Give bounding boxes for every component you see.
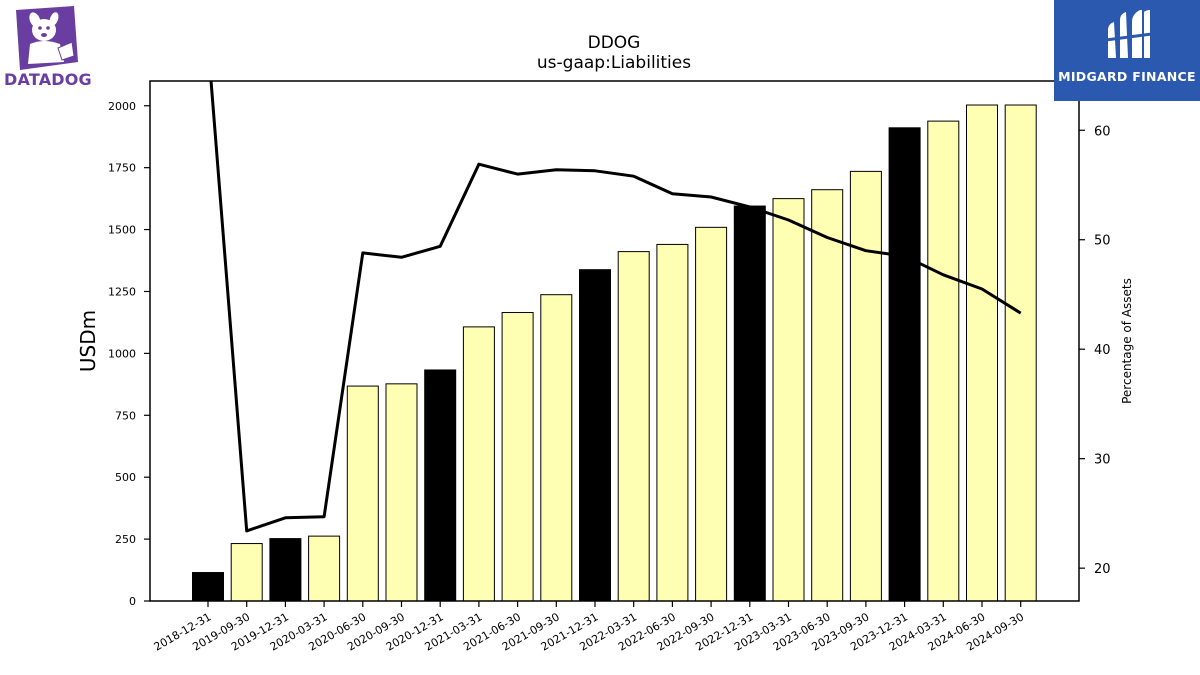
bar-2023-12-31 [888, 127, 921, 602]
bar-2022-03-31 [617, 251, 650, 602]
bar-2023-09-30 [849, 170, 882, 602]
y2-tick-label: 60 [1094, 124, 1111, 139]
bar-2022-06-30 [656, 243, 689, 602]
datadog-logo: DATADOG [2, 4, 92, 89]
chart-subtitle: us-gaap:Liabilities [536, 53, 692, 73]
bar-2022-12-31 [733, 205, 766, 602]
bar-2022-09-30 [695, 226, 728, 602]
percentage-of-assets-line [209, 81, 1022, 533]
bar-2021-09-30 [540, 294, 573, 602]
bar-2019-09-30 [230, 543, 263, 602]
y2-tick-label: 30 [1094, 453, 1111, 468]
y-tick-label: 1500 [108, 224, 136, 237]
left-axis-ticks: 0 250 500 750 1000 1250 1500 1750 2000 [108, 100, 150, 608]
midgard-wordmark: MIDGARD FINANCE [1058, 69, 1196, 84]
bar-2020-03-31 [308, 535, 341, 602]
y2-tick-label: 20 [1094, 562, 1111, 577]
datadog-wordmark: DATADOG [4, 70, 92, 89]
bar-2024-03-31 [927, 120, 960, 602]
y2-tick-label: 50 [1094, 234, 1111, 249]
bar-2021-03-31 [462, 326, 495, 602]
y-tick-label: 1250 [108, 285, 136, 298]
y-tick-label: 1000 [108, 347, 136, 360]
bar-2023-06-30 [811, 189, 844, 602]
y-tick-label: 1750 [108, 162, 136, 175]
plot-frame [149, 80, 1080, 602]
bar-2020-09-30 [385, 383, 418, 602]
bar-2021-06-30 [501, 312, 534, 602]
midgard-finance-logo: MIDGARD FINANCE [1054, 0, 1200, 101]
y-tick-label: 750 [115, 409, 136, 422]
bar-2024-09-30 [1004, 104, 1037, 602]
y-axis-label: USDm [76, 310, 100, 372]
line-series [209, 81, 1022, 533]
bar-2023-03-31 [772, 198, 805, 602]
right-axis-ticks: 20 30 40 50 60 [1079, 124, 1111, 577]
bar-2024-06-30 [966, 104, 998, 602]
y-tick-label: 2000 [108, 100, 136, 113]
bar-2020-06-30 [346, 385, 379, 602]
y-tick-label: 250 [115, 533, 136, 546]
y2-tick-label: 40 [1094, 343, 1111, 358]
bar-2019-12-31 [269, 538, 302, 602]
y2-axis-label: Percentage of Assets [1120, 278, 1134, 404]
x-axis-ticks: 2018-12-312019-09-302019-12-312020-03-31… [152, 601, 1026, 654]
midgard-emblem-icon [1105, 10, 1153, 58]
bar-2020-12-31 [424, 369, 457, 602]
y-tick-label: 500 [115, 471, 136, 484]
bar-2018-12-31 [192, 572, 224, 602]
dog-icon [16, 6, 78, 70]
bar-2021-12-31 [579, 269, 611, 602]
bar-series [192, 104, 1037, 602]
chart-title: DDOG [587, 33, 641, 53]
y-tick-label: 0 [129, 595, 136, 608]
